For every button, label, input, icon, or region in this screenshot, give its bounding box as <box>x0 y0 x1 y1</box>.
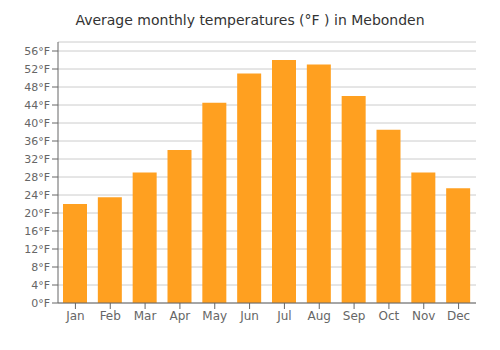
svg-text:Jun: Jun <box>239 309 259 323</box>
svg-text:8°F: 8°F <box>31 261 50 274</box>
svg-text:4°F: 4°F <box>31 279 50 292</box>
svg-text:Aug: Aug <box>308 309 331 323</box>
svg-text:28°F: 28°F <box>24 171 50 184</box>
html-text:Average monthly temperatures (: Average monthly temperatures (°F ) in Me… <box>75 12 425 28</box>
svg-text:20°F: 20°F <box>24 207 50 220</box>
svg-text:May: May <box>202 309 227 323</box>
svg-text:Feb: Feb <box>100 309 121 323</box>
svg-text:32°F: 32°F <box>24 153 50 166</box>
svg-text:Sep: Sep <box>343 309 366 323</box>
svg-text:Apr: Apr <box>170 309 191 323</box>
svg-text:12°F: 12°F <box>24 243 50 256</box>
svg-text:40°F: 40°F <box>24 117 50 130</box>
svg-text:Oct: Oct <box>379 309 400 323</box>
svg-text:56°F: 56°F <box>24 45 50 58</box>
svg-text:Nov: Nov <box>412 309 435 323</box>
svg-text:48°F: 48°F <box>24 81 50 94</box>
svg-text:Mar: Mar <box>134 309 157 323</box>
svg-text:16°F: 16°F <box>24 225 50 238</box>
svg-text:44°F: 44°F <box>24 99 50 112</box>
svg-text:Jul: Jul <box>276 309 291 323</box>
svg-text:24°F: 24°F <box>24 189 50 202</box>
svg-text:Dec: Dec <box>447 309 470 323</box>
svg-text:52°F: 52°F <box>24 63 50 76</box>
svg-text:36°F: 36°F <box>24 135 50 148</box>
svg-text:0°F: 0°F <box>31 297 50 310</box>
svg-text:Jan: Jan <box>65 309 85 323</box>
